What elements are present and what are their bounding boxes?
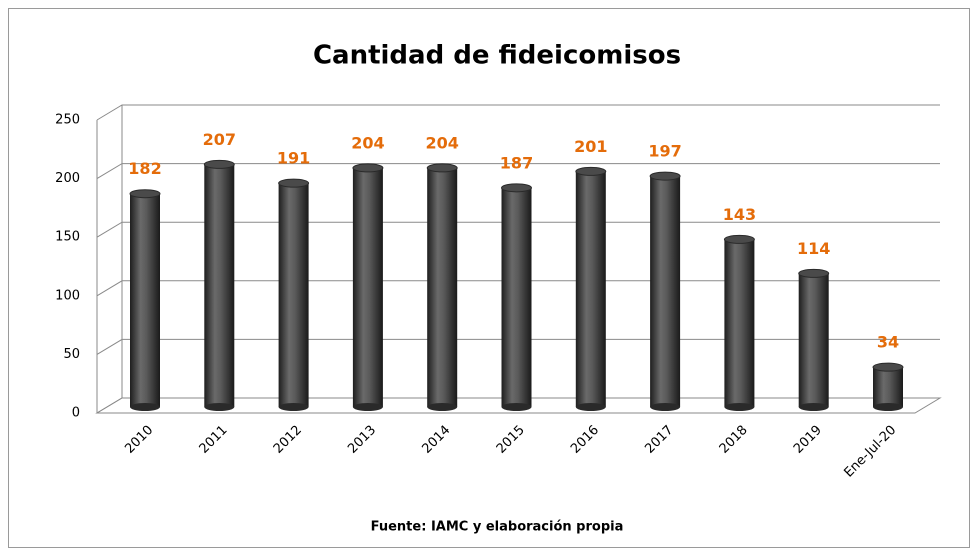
bar-bottom xyxy=(130,403,160,411)
value-label: 204 xyxy=(351,133,384,152)
bar-top xyxy=(129,189,161,199)
value-label: 207 xyxy=(203,130,236,149)
bar xyxy=(427,167,458,407)
bar xyxy=(204,164,235,407)
bar xyxy=(278,183,309,407)
value-label: 191 xyxy=(277,149,310,168)
bar xyxy=(575,171,606,407)
bar-top xyxy=(203,159,235,169)
value-label: 201 xyxy=(574,137,607,156)
bar xyxy=(724,239,755,407)
bar-top xyxy=(798,268,830,278)
grid-line xyxy=(96,104,940,121)
value-label: 187 xyxy=(500,153,533,172)
bar-top xyxy=(575,166,607,176)
bar xyxy=(798,273,829,407)
bar-top xyxy=(872,362,904,372)
bar-top xyxy=(649,171,681,181)
y-tick-label: 200 xyxy=(55,171,80,186)
bar-top xyxy=(278,178,310,188)
bar-top xyxy=(501,183,532,193)
bar-top xyxy=(352,163,384,173)
bar-top xyxy=(723,234,755,244)
y-tick-label: 50 xyxy=(63,347,80,362)
y-tick-label: 100 xyxy=(55,288,80,303)
bar xyxy=(130,193,160,407)
value-label: 197 xyxy=(648,142,681,161)
bar-bottom xyxy=(724,403,755,411)
chart-title: Cantidad de fideicomisos xyxy=(313,41,681,71)
bar-bottom xyxy=(501,403,532,411)
bar-bottom xyxy=(575,403,606,411)
bar-bottom xyxy=(278,403,309,411)
grid-line xyxy=(96,163,940,180)
bar-bottom xyxy=(650,403,681,411)
bar xyxy=(873,367,903,407)
bar xyxy=(501,187,532,407)
y-tick-label: 250 xyxy=(55,113,80,128)
value-label: 34 xyxy=(877,333,899,352)
value-label: 182 xyxy=(128,159,161,178)
value-label: 114 xyxy=(797,239,830,258)
source-note: Fuente: IAMC y elaboración propia xyxy=(371,520,624,535)
y-tick-label: 0 xyxy=(72,406,80,421)
bar-bottom xyxy=(873,403,903,411)
bar-bottom xyxy=(427,403,458,411)
value-label: 143 xyxy=(723,205,756,224)
bar-top xyxy=(426,163,458,173)
bar xyxy=(352,167,383,407)
value-label: 204 xyxy=(425,133,458,152)
bar-bottom xyxy=(204,403,235,411)
bar-bottom xyxy=(352,403,383,411)
bar-bottom xyxy=(798,403,829,411)
y-tick-label: 150 xyxy=(55,230,80,245)
bar xyxy=(650,176,681,407)
